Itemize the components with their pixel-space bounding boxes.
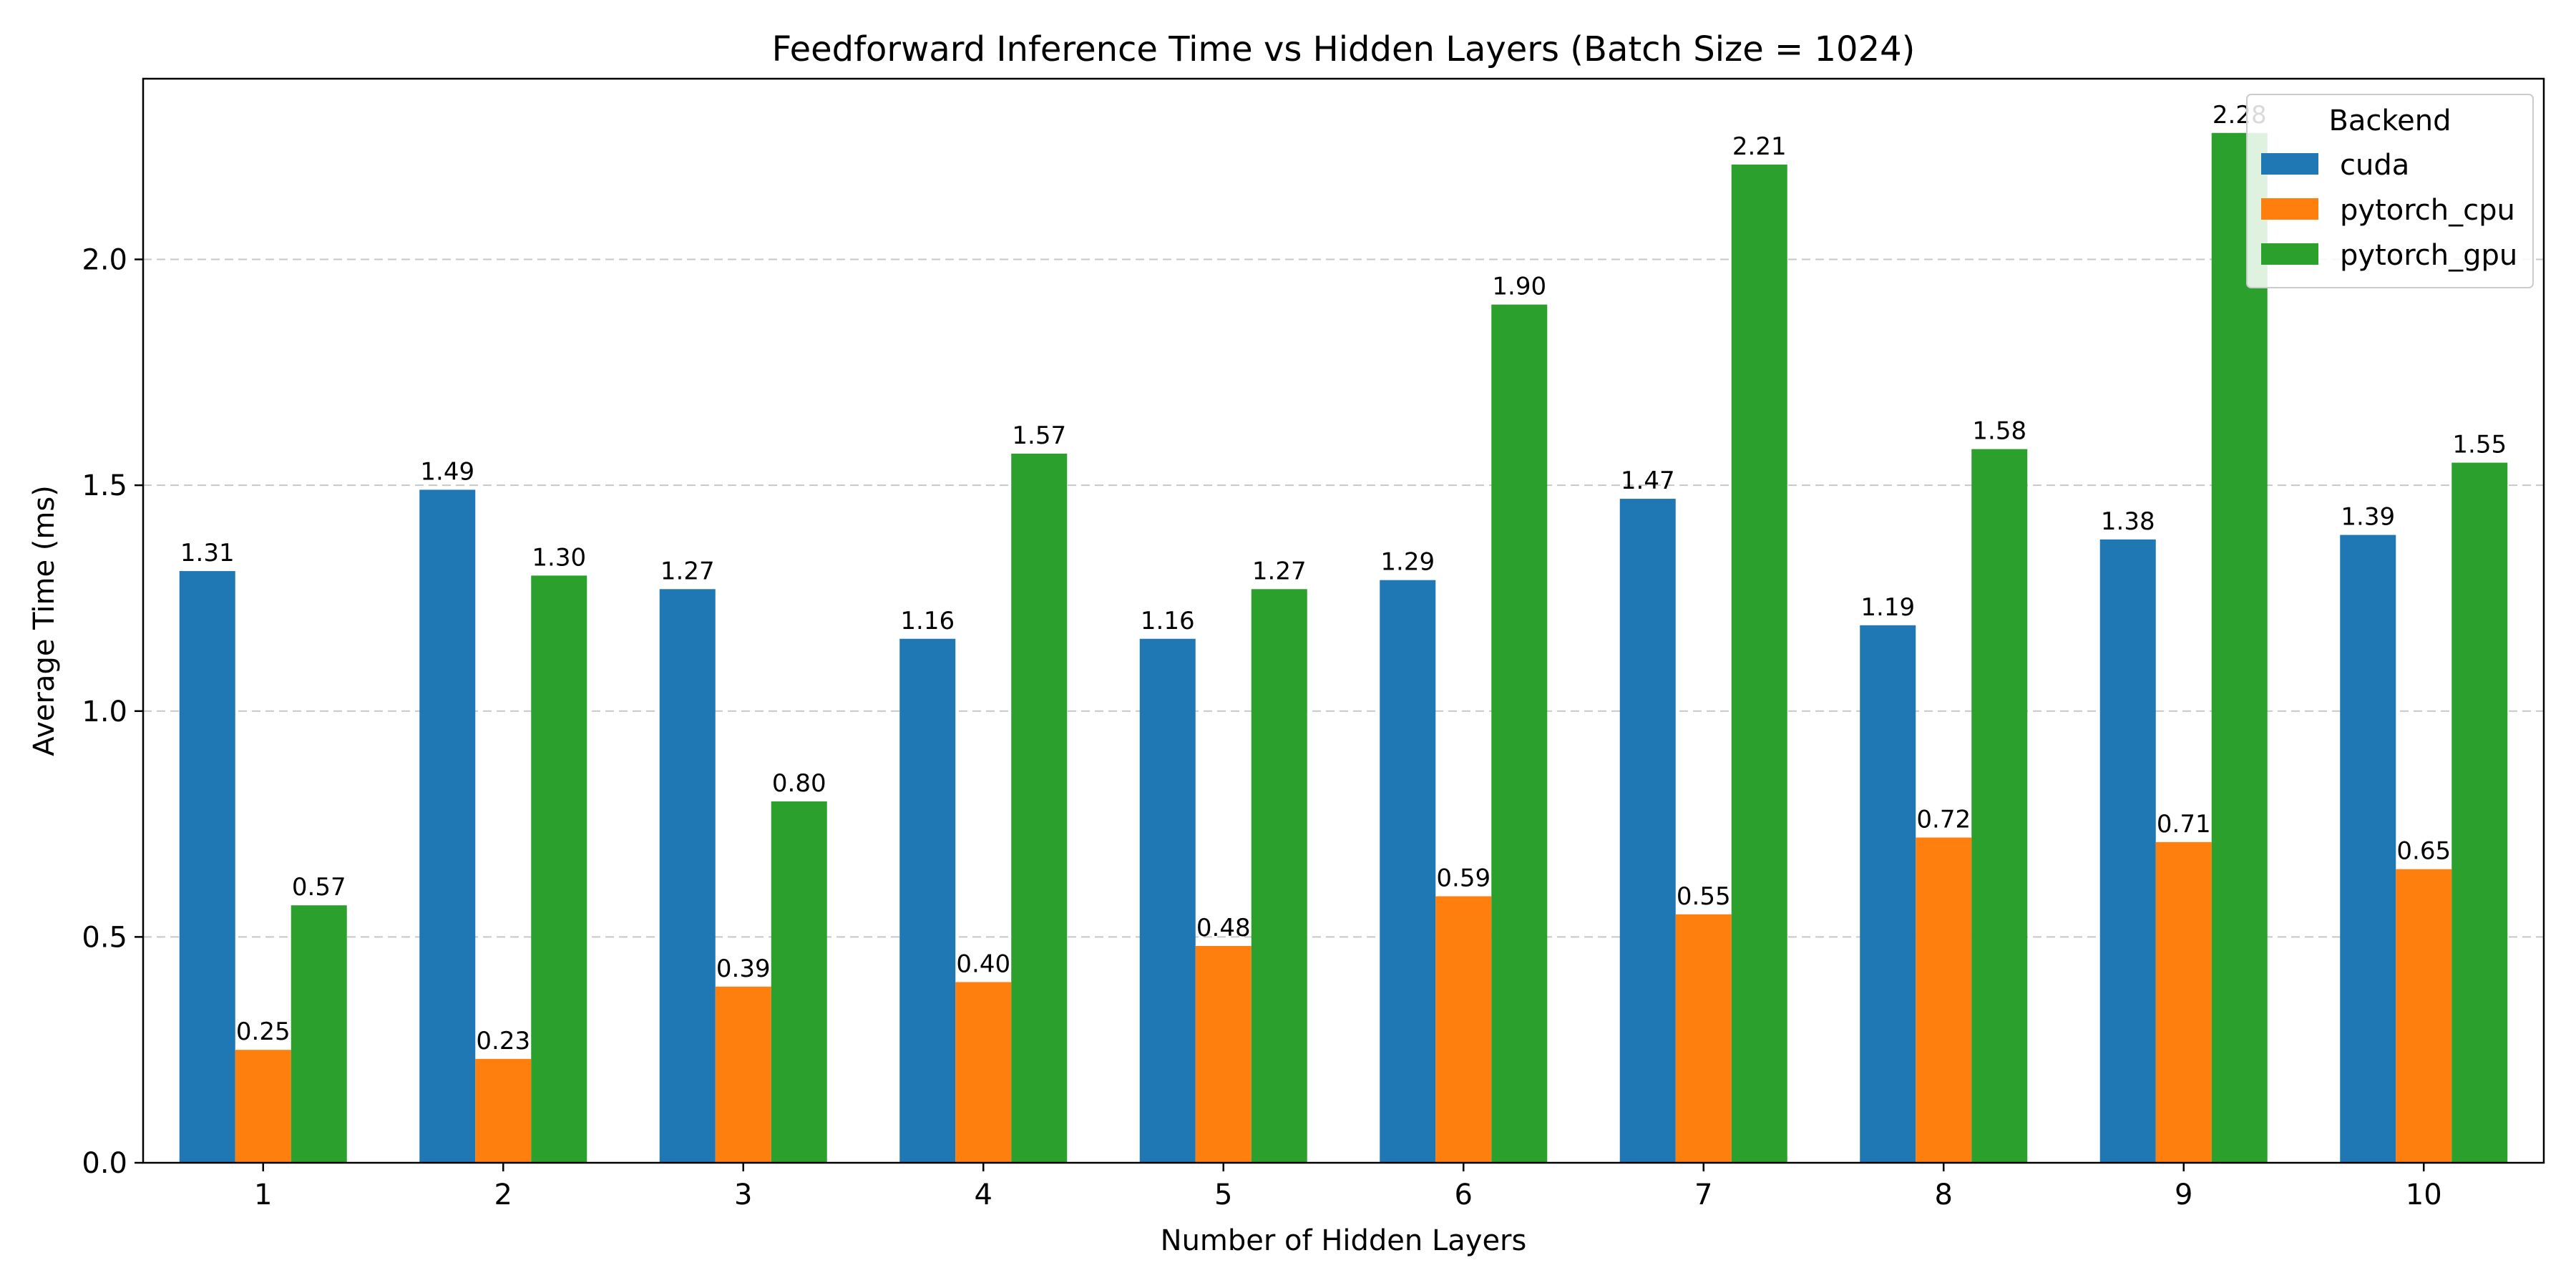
x-axis-title: Number of Hidden Layers [1161, 1224, 1527, 1257]
bar-value-label: 1.55 [2452, 431, 2507, 459]
x-tick-label: 5 [1214, 1179, 1232, 1211]
bar-value-label: 0.59 [1436, 864, 1491, 893]
bar-pytorch_gpu [291, 905, 347, 1163]
bar-cuda [2340, 535, 2396, 1163]
bar-value-label: 0.55 [1677, 882, 1731, 911]
bar-pytorch_gpu [531, 575, 587, 1163]
bar-pytorch_cpu [1675, 914, 1732, 1163]
legend-entries: cuda pytorch_cpu pytorch_gpu [2261, 149, 2517, 272]
bar-pytorch_gpu [1011, 453, 1068, 1163]
bar-value-label: 0.40 [956, 950, 1010, 979]
x-tick-label: 10 [2406, 1179, 2442, 1211]
plot-frame [142, 77, 2545, 1164]
bar-value-label: 1.49 [420, 457, 474, 486]
bar-cuda [179, 571, 235, 1163]
x-tick-label: 4 [975, 1179, 992, 1211]
bar-value-label: 1.29 [1380, 548, 1435, 577]
bar-value-labels: 1.31 1.49 1.27 1.16 1.16 1.29 1.47 1.19 1.38 1.39… [180, 101, 2507, 1055]
bar-pytorch_cpu [2155, 841, 2212, 1163]
chart-title: Feedforward Inference Time vs Hidden Lay… [772, 29, 1916, 69]
y-axis-ticks: 0.0 0.5 1.0 1.5 2.0 [82, 244, 143, 1180]
bar-value-label: 0.25 [236, 1018, 291, 1046]
bar-value-label: 1.57 [1012, 421, 1066, 450]
legend-swatch-pytorch_cpu [2261, 198, 2318, 220]
legend-swatch-cuda [2261, 153, 2318, 175]
bar-cuda [2099, 539, 2156, 1163]
bar-value-label: 0.80 [772, 769, 826, 798]
bar-value-label: 0.57 [292, 873, 346, 902]
bar-pytorch_cpu [1435, 896, 1492, 1163]
bar-cuda [1619, 499, 1676, 1163]
bar-value-label: 1.19 [1860, 593, 1915, 622]
bar-value-label: 0.23 [476, 1027, 530, 1055]
bar-cuda [899, 638, 956, 1163]
bar-pytorch_cpu [2396, 869, 2452, 1163]
bar-pytorch_cpu [715, 986, 771, 1163]
bar-pytorch_cpu [1916, 837, 1972, 1163]
bar-cuda [1139, 638, 1196, 1163]
legend-box [2246, 94, 2534, 288]
bar-value-label: 1.16 [900, 607, 955, 635]
legend: Backend cuda pytorch_cpu pytorch_gpu [2246, 94, 2534, 288]
bar-value-label: 1.39 [2341, 503, 2395, 532]
x-tick-label: 3 [734, 1179, 752, 1211]
x-tick-label: 8 [1935, 1179, 1953, 1211]
bar-pytorch_cpu [955, 982, 1012, 1163]
y-tick-label: 0.0 [82, 1147, 127, 1180]
bar-pytorch_gpu [2451, 462, 2508, 1163]
x-tick-label: 6 [1455, 1179, 1473, 1211]
bar-value-label: 0.72 [1916, 806, 1971, 834]
bar-pytorch_cpu [235, 1050, 291, 1163]
bars [179, 132, 2508, 1163]
y-tick-label: 0.5 [82, 921, 127, 954]
bar-pytorch_gpu [1491, 304, 1548, 1163]
legend-swatch-pytorch_gpu [2261, 243, 2318, 265]
bar-pytorch_gpu [1251, 589, 1307, 1163]
x-tick-label: 9 [2175, 1179, 2192, 1211]
bar-pytorch_gpu [1971, 449, 2028, 1163]
y-tick-label: 1.0 [82, 696, 127, 728]
bar-value-label: 1.27 [1252, 557, 1307, 585]
bar-value-label: 1.31 [180, 539, 235, 567]
y-tick-label: 1.5 [82, 469, 127, 502]
bar-cuda [659, 589, 716, 1163]
legend-title: Backend [2328, 104, 2451, 137]
bar-value-label: 1.16 [1141, 607, 1195, 635]
bar-value-label: 0.65 [2396, 837, 2451, 866]
bar-value-label: 1.47 [1621, 467, 1675, 495]
bar-cuda [419, 489, 476, 1163]
bar-value-label: 1.90 [1492, 273, 1546, 301]
bar-value-label: 1.27 [660, 557, 715, 585]
bar-value-label: 0.71 [2157, 810, 2211, 839]
bar-pytorch_cpu [1195, 946, 1252, 1163]
y-tick-label: 2.0 [82, 244, 127, 277]
bar-value-label: 2.21 [1732, 132, 1787, 161]
bar-value-label: 1.38 [2101, 507, 2155, 536]
x-tick-label: 1 [254, 1179, 272, 1211]
y-axis-title: Average Time (ms) [28, 485, 61, 756]
bar-pytorch_gpu [771, 801, 827, 1163]
bar-pytorch_gpu [1731, 164, 1787, 1163]
bar-value-label: 0.39 [716, 955, 771, 983]
x-tick-label: 2 [494, 1179, 512, 1211]
bar-cuda [1380, 580, 1436, 1163]
legend-label-cuda: cuda [2340, 149, 2409, 182]
x-tick-label: 7 [1694, 1179, 1712, 1211]
legend-label-pytorch_cpu: pytorch_cpu [2340, 194, 2515, 227]
bar-pytorch_cpu [475, 1058, 532, 1163]
bar-value-label: 0.48 [1196, 914, 1251, 942]
bar-cuda [1860, 625, 1916, 1163]
bar-value-label: 1.30 [532, 543, 586, 572]
legend-label-pytorch_gpu: pytorch_gpu [2340, 239, 2517, 272]
bar-value-label: 1.58 [1972, 417, 2026, 446]
x-axis-ticks: 1 2 3 4 5 6 7 8 9 10 [254, 1163, 2442, 1211]
bar-pytorch_gpu [2211, 132, 2268, 1163]
